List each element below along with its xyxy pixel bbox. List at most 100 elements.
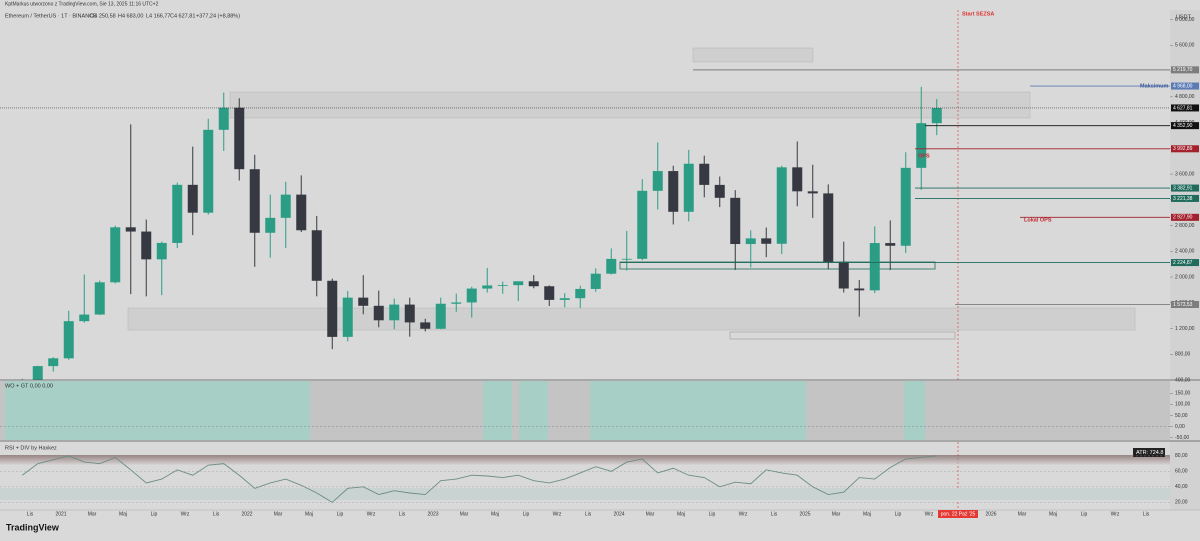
y-tick-label: 50,00 — [1175, 413, 1188, 419]
candle-body — [63, 321, 74, 359]
band — [483, 381, 512, 440]
candle-body — [404, 304, 415, 323]
level-label-box — [1171, 184, 1199, 192]
candle-body — [761, 238, 772, 244]
annotation: Maksimum — [1140, 84, 1169, 90]
level-label-box — [1171, 259, 1199, 267]
candle-body — [854, 288, 865, 291]
y-tick-label: 60,00 — [1175, 469, 1188, 475]
candle-body — [606, 258, 617, 274]
candle-body — [916, 123, 927, 168]
y-tick-label: 2 800,00 — [1175, 223, 1195, 229]
zone — [619, 261, 936, 270]
x-tick-label: Lip — [337, 511, 344, 517]
x-tick-label: Maj — [1049, 511, 1057, 517]
x-tick-label: Mar — [88, 511, 97, 517]
y-tick-label: 0,00 — [1175, 424, 1185, 430]
zone — [127, 307, 1136, 331]
y-tick-label: 100,00 — [1175, 402, 1191, 408]
band — [5, 381, 310, 440]
band — [590, 381, 806, 440]
candle-body — [807, 191, 818, 194]
x-tick-label: 2023 — [427, 511, 438, 517]
candle-body — [621, 258, 632, 260]
level-label-box — [1171, 122, 1199, 130]
candle-body — [48, 358, 59, 367]
symbol: Ethereum / TetherUS · 1T · BINANCE — [5, 13, 97, 19]
level-label: 4 627,81 — [1173, 105, 1193, 111]
level-label: 4 352,90 — [1173, 123, 1193, 129]
candle-body — [885, 243, 896, 246]
candle-body — [776, 167, 787, 244]
overbought-band — [0, 455, 1170, 465]
y-tick-label: 150,00 — [1175, 391, 1191, 397]
candle-body — [280, 194, 291, 218]
level-label: 5 219,70 — [1173, 67, 1193, 73]
candle-body — [745, 238, 756, 245]
oversold-band — [0, 488, 1170, 500]
zone — [229, 91, 1031, 119]
x-tick-label: Maj — [119, 511, 127, 517]
x-tick-label: Lip — [1081, 511, 1088, 517]
x-tick-label: Maj — [305, 511, 313, 517]
candle-body — [792, 167, 803, 192]
candle-body — [156, 242, 167, 260]
candle-body — [203, 129, 214, 213]
candle-body — [125, 227, 136, 232]
candle-body — [249, 169, 260, 233]
x-tick-label: Wrz — [739, 511, 748, 517]
level-label: 1 573,53 — [1173, 302, 1193, 308]
candle-body — [296, 194, 307, 231]
credit: KptMarkus utworzono z TradingView.com, S… — [5, 1, 159, 7]
wt-bands — [0, 381, 1170, 440]
x-tick-label: Mar — [274, 511, 283, 517]
annotation: Start SEZSA — [962, 11, 994, 17]
level-label: 3 382,91 — [1173, 185, 1193, 191]
wt-title: WO + GT — [5, 383, 29, 389]
y-tick-label: 40,00 — [1175, 484, 1188, 490]
x-tick-label: Maj — [677, 511, 685, 517]
level-label: 3 992,89 — [1173, 146, 1193, 152]
x-tick-label: Maj — [491, 511, 499, 517]
x-tick-label: Lis — [27, 511, 34, 517]
x-tick-label: Lip — [709, 511, 716, 517]
candle-body — [730, 197, 741, 245]
candle-body — [652, 171, 663, 191]
candle-body — [373, 305, 384, 321]
level-label-box — [1171, 300, 1199, 308]
x-tick-label: Lis — [399, 511, 406, 517]
zone — [729, 331, 956, 340]
x-tick-label: Lip — [895, 511, 902, 517]
annotation: Lokal OPS — [1024, 217, 1052, 223]
candle-body — [668, 171, 679, 212]
zones — [127, 47, 1136, 340]
candle-body — [389, 304, 400, 321]
price-pane — [21, 86, 942, 380]
candle-body — [823, 193, 834, 262]
candle-body — [187, 184, 198, 213]
x-tick-label: 2025 — [799, 511, 810, 517]
x-tick-label: 2026 — [985, 511, 996, 517]
level-label-box — [1171, 194, 1199, 202]
candle-body — [94, 282, 105, 315]
candle-body — [838, 261, 849, 289]
y-tick-label: 400,00 — [1175, 377, 1191, 383]
wt-params: 0,00 0,00 — [30, 383, 53, 389]
band — [904, 381, 925, 440]
candle-body — [931, 108, 942, 124]
ohlc-open: O4 250,58 — [90, 13, 116, 19]
x-tick-label: Mar — [832, 511, 841, 517]
level-label: 2 927,90 — [1173, 215, 1193, 221]
x-tick-label: Lip — [151, 511, 158, 517]
cursor-label-box — [938, 510, 978, 518]
y-tick-label: 20,00 — [1175, 500, 1188, 506]
brand: TradingView — [6, 522, 60, 532]
y-tick-label: 3 600,00 — [1175, 171, 1195, 177]
y-tick-label: 800,00 — [1175, 352, 1191, 358]
level-label-box — [1171, 104, 1199, 112]
cursor-label: pon. 22 Paź '25 — [941, 511, 976, 517]
x-tick-label: Mar — [646, 511, 655, 517]
x-tick-label: Lis — [771, 511, 778, 517]
candle-body — [482, 285, 493, 289]
level-label: 2 224,87 — [1173, 260, 1193, 266]
